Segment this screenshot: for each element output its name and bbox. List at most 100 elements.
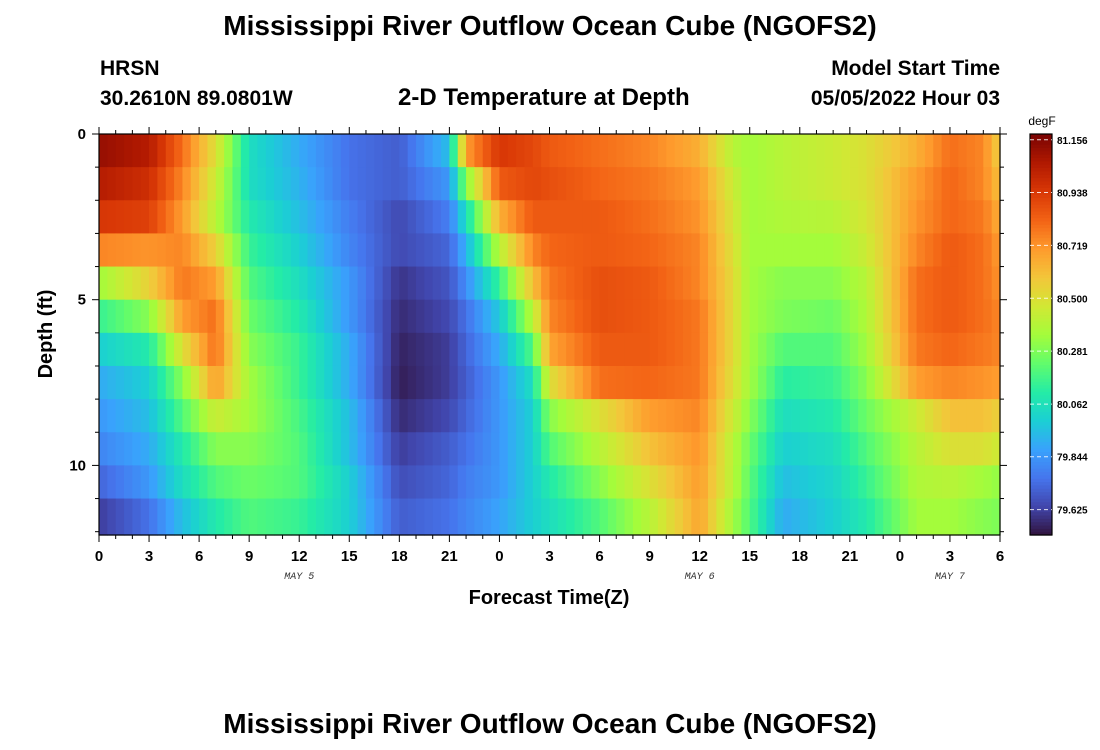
heatmap-cell — [240, 266, 250, 301]
heatmap-cell — [858, 134, 868, 168]
heatmap-cell — [616, 365, 626, 400]
heatmap-cell — [441, 299, 450, 334]
heatmap-cell — [432, 233, 442, 268]
heatmap-cell — [991, 365, 1001, 400]
heatmap-cell — [899, 134, 909, 168]
heatmap-cell — [574, 299, 584, 334]
heatmap-cell — [866, 200, 876, 235]
heatmap-cell — [307, 432, 317, 466]
heatmap-cell — [299, 200, 309, 235]
heatmap-cell — [908, 465, 918, 500]
heatmap-cell — [507, 134, 517, 168]
x-tick-label: 9 — [245, 548, 253, 565]
heatmap-cell — [232, 332, 242, 367]
heatmap-cell — [524, 498, 534, 536]
heatmap-cell — [499, 200, 509, 235]
heatmap-cell — [983, 233, 993, 268]
heatmap-cell — [215, 498, 225, 536]
heatmap-cell — [407, 432, 417, 466]
heatmap-cell — [908, 498, 918, 536]
heatmap-cell — [891, 365, 901, 400]
heatmap-cell — [190, 134, 200, 168]
heatmap-cell — [924, 332, 934, 367]
heatmap-cell — [374, 365, 384, 400]
heatmap-cell — [257, 432, 267, 466]
heatmap-cell — [891, 266, 901, 301]
heatmap-cell — [724, 299, 734, 334]
heatmap-cell — [716, 167, 726, 201]
heatmap-cell — [983, 498, 993, 536]
heatmap-cell — [958, 266, 968, 301]
heatmap-cell — [524, 332, 534, 367]
heatmap-cell — [949, 299, 959, 334]
colorbar-swatch — [1030, 210, 1052, 215]
colorbar-swatch — [1030, 361, 1052, 366]
heatmap-cell — [783, 266, 793, 301]
heatmap-cell — [182, 200, 192, 235]
heatmap-cell — [958, 299, 968, 334]
colorbar-swatch — [1030, 224, 1052, 229]
heatmap-cell — [924, 266, 934, 301]
heatmap-cell — [240, 365, 250, 400]
heatmap-cell — [182, 365, 192, 400]
heatmap-cell — [749, 167, 759, 201]
heatmap-cell — [290, 498, 300, 536]
heatmap-cell — [641, 332, 651, 367]
heatmap-cell — [340, 134, 350, 168]
heatmap-cell — [499, 266, 509, 301]
heatmap-cell — [290, 200, 300, 235]
colorbar-swatch — [1030, 428, 1052, 433]
heatmap-cell — [265, 266, 275, 301]
heatmap-cell — [265, 432, 275, 466]
colorbar-swatch — [1030, 287, 1052, 292]
heatmap-cell — [632, 365, 642, 400]
heatmap-cell — [766, 365, 776, 400]
heatmap-cell — [349, 167, 359, 201]
heatmap-cell — [632, 266, 642, 301]
heatmap-cell — [149, 299, 158, 334]
heatmap-cell — [524, 167, 534, 201]
heatmap-cell — [666, 167, 676, 201]
heatmap-cell — [699, 266, 709, 301]
heatmap-cell — [332, 399, 342, 433]
heatmap-cell — [966, 299, 976, 334]
heatmap-cell — [674, 399, 684, 433]
heatmap-cell — [974, 200, 984, 235]
colorbar-swatch — [1030, 194, 1052, 199]
heatmap-cell — [557, 233, 567, 268]
heatmap-cell — [224, 266, 234, 301]
heatmap-cell — [566, 299, 576, 334]
heatmap-cell — [99, 200, 108, 235]
heatmap-cell — [466, 465, 476, 500]
heatmap-cell — [799, 134, 809, 168]
heatmap-cell — [649, 498, 659, 536]
heatmap-cell — [741, 498, 751, 536]
heatmap-cell — [199, 167, 209, 201]
heatmap-cell — [632, 498, 642, 536]
heatmap-cell — [649, 266, 659, 301]
heatmap-cell — [516, 465, 526, 500]
heatmap-cell — [941, 233, 951, 268]
heatmap-cell — [132, 498, 142, 536]
heatmap-cell — [674, 134, 684, 168]
heatmap-cell — [357, 332, 367, 367]
heatmap-cell — [708, 365, 717, 400]
heatmap-cell — [983, 266, 993, 301]
heatmap-cell — [124, 399, 133, 433]
heatmap-cell — [99, 233, 108, 268]
heatmap-cell — [599, 399, 609, 433]
heatmap-cell — [724, 432, 734, 466]
colorbar-swatch — [1030, 197, 1052, 202]
colorbar-swatch — [1030, 471, 1052, 476]
heatmap-cell — [349, 134, 359, 168]
heatmap-cell — [174, 399, 184, 433]
heatmap-cell — [966, 465, 976, 500]
heatmap-cell — [599, 332, 609, 367]
colorbar-tick-label: 80.938 — [1057, 188, 1088, 199]
heatmap-cell — [783, 233, 793, 268]
heatmap-cell — [766, 134, 776, 168]
heatmap-cell — [499, 399, 509, 433]
heatmap-cell — [365, 332, 375, 367]
heatmap-cell — [899, 200, 909, 235]
heatmap-cell — [557, 200, 567, 235]
